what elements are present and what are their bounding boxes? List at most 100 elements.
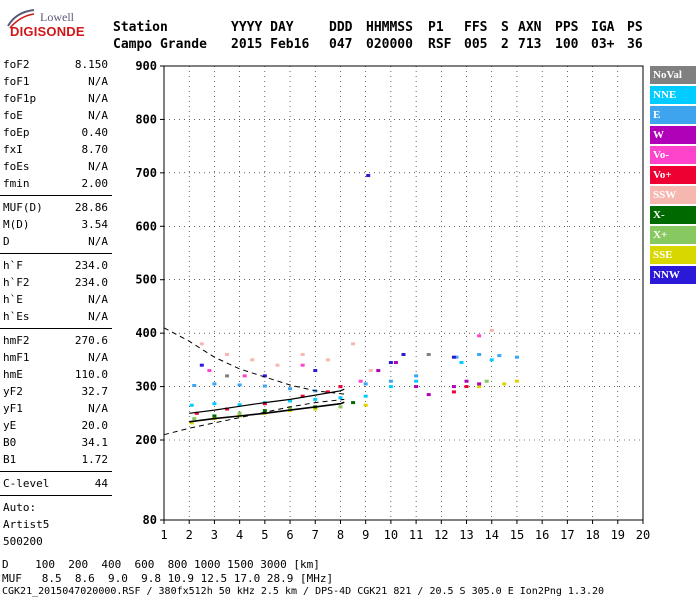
param-label: h`F2 xyxy=(3,276,30,289)
header-hhmmss-value: 020000 xyxy=(366,37,413,52)
param-label: MUF(D) xyxy=(3,201,43,214)
param-label: foF1 xyxy=(3,75,30,88)
x-tick-label: 12 xyxy=(434,528,448,542)
x-tick-label: 10 xyxy=(384,528,398,542)
param-value: 1.72 xyxy=(81,453,109,466)
x-tick-label: 14 xyxy=(485,528,499,542)
param-label: B0 xyxy=(3,436,17,449)
param-value: 110.0 xyxy=(74,368,108,381)
param-value: 8.70 xyxy=(81,143,109,156)
echo-point-nne xyxy=(237,403,242,407)
echo-point-nne xyxy=(414,379,419,383)
params-divider xyxy=(0,195,112,196)
y-tick-label: 800 xyxy=(135,112,157,126)
param-label: B1 xyxy=(3,453,17,466)
param-row: h`F2 234.0 xyxy=(0,274,112,291)
params-group-confidence: C-level 44 xyxy=(0,475,112,492)
param-value: N/A xyxy=(88,109,108,122)
param-value: 0.40 xyxy=(81,126,109,139)
header-axn-value: 713 xyxy=(518,37,542,52)
header-ffs-label: FFS xyxy=(464,20,488,35)
legend-item-nne: NNE xyxy=(650,86,696,104)
echo-point-nnw xyxy=(388,361,393,365)
param-label: hmF2 xyxy=(3,334,30,347)
echo-point-sse xyxy=(189,421,194,425)
echo-point-vo- xyxy=(242,374,247,378)
param-row: fmin 2.00 xyxy=(0,175,112,192)
echo-point-w xyxy=(376,369,381,373)
echo-point-nne xyxy=(459,361,464,365)
profile-curve xyxy=(189,401,345,423)
echo-point-sse xyxy=(313,407,318,411)
echo-point-e xyxy=(414,374,419,378)
param-row: yF2 32.7 xyxy=(0,383,112,400)
header-axn-label: AXN xyxy=(518,20,542,35)
echo-point-x- xyxy=(484,379,489,383)
header-ddd-label: DDD xyxy=(329,20,353,35)
echo-point-sse xyxy=(363,403,368,407)
logo-digisonde-text: DIGISONDE xyxy=(10,24,85,39)
echo-point-ssw xyxy=(300,353,305,357)
echo-point-x- xyxy=(262,409,267,413)
param-row: fxI 8.70 xyxy=(0,141,112,158)
header-hhmmss-label: HHMMSS xyxy=(366,20,413,35)
echo-point-sse xyxy=(514,379,519,383)
param-row: h`F 234.0 xyxy=(0,257,112,274)
echo-point-vo- xyxy=(451,390,456,394)
header-p1-label: P1 xyxy=(428,20,444,35)
param-value: N/A xyxy=(88,160,108,173)
echo-point-e xyxy=(262,384,267,388)
param-row: h`E N/A xyxy=(0,291,112,308)
echo-point-nne xyxy=(489,358,494,362)
param-row: h`Es N/A xyxy=(0,308,112,325)
echo-point-nne xyxy=(313,397,318,401)
echo-point-noval xyxy=(225,374,230,378)
plot-frame xyxy=(163,65,644,521)
echo-point-ssw xyxy=(351,342,356,346)
auto-label: Auto: xyxy=(3,501,37,514)
header-date-value: 2015 Feb16 xyxy=(231,37,310,52)
param-row: yF1 N/A xyxy=(0,400,112,417)
param-label: foE xyxy=(3,109,23,122)
param-label: M(D) xyxy=(3,218,30,231)
param-label: yF1 xyxy=(3,402,23,415)
param-row: foF2 8.150 xyxy=(0,56,112,73)
param-value: N/A xyxy=(88,351,108,364)
echo-point-vo- xyxy=(477,334,482,338)
auto-version: 500200 xyxy=(3,535,43,548)
x-tick-label: 11 xyxy=(409,528,423,542)
echo-point-nnw xyxy=(262,374,267,378)
echo-point-x- xyxy=(212,414,217,418)
params-divider xyxy=(0,253,112,254)
echo-point-e xyxy=(212,382,217,386)
param-value: 20.0 xyxy=(81,419,109,432)
param-value: N/A xyxy=(88,75,108,88)
header-yyyy-day-label: YYYY DAY xyxy=(231,20,294,35)
footer-file-row: CGK21_2015047020000.RSF / 380fx512h 50 k… xyxy=(2,586,605,597)
echo-point-w xyxy=(426,393,431,397)
param-value: N/A xyxy=(88,402,108,415)
param-row: foF1p N/A xyxy=(0,90,112,107)
param-row: hmE 110.0 xyxy=(0,366,112,383)
echo-point-w xyxy=(464,379,469,383)
param-label: D xyxy=(3,235,10,248)
digisonde-logo: Lowell DIGISONDE xyxy=(4,6,104,46)
param-value: N/A xyxy=(88,235,108,248)
legend-item-vo-: Vo- xyxy=(650,146,696,164)
echo-point-ssw xyxy=(199,342,204,346)
echo-point-e xyxy=(288,387,293,391)
param-label: fxI xyxy=(3,143,23,156)
x-tick-label: 13 xyxy=(459,528,473,542)
echo-point-vo- xyxy=(300,363,305,367)
echo-point-w xyxy=(393,361,398,365)
echo-point-x- xyxy=(288,406,293,410)
x-tick-label: 19 xyxy=(611,528,625,542)
echo-point-nne xyxy=(189,403,194,407)
x-tick-label: 17 xyxy=(560,528,574,542)
legend-item-x-: X- xyxy=(650,206,696,224)
echo-point-w xyxy=(477,382,482,386)
echo-point-w xyxy=(451,385,456,389)
echo-point-e xyxy=(237,383,242,387)
params-group-true-heights: hmF2 270.6 hmF1 N/A hmE 110.0 yF2 32.7 yF1 N/… xyxy=(0,332,112,468)
echo-point-sse xyxy=(477,385,482,389)
